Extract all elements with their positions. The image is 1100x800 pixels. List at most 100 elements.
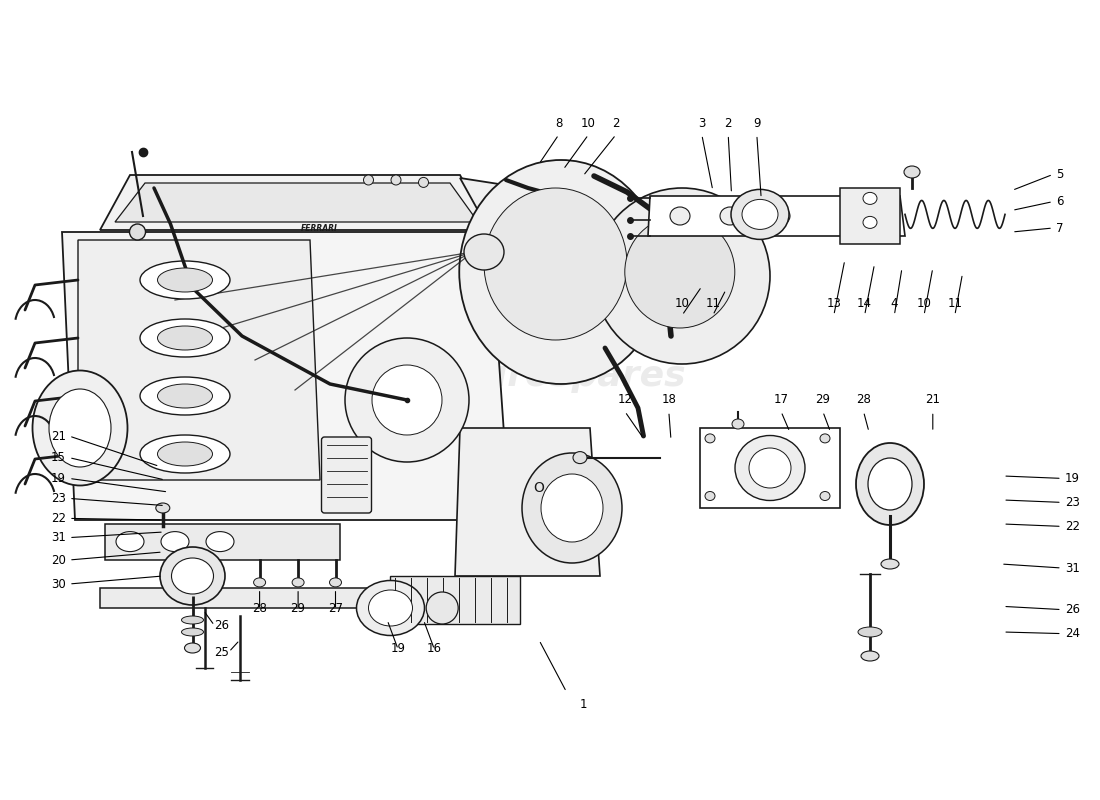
Ellipse shape (864, 217, 877, 229)
Text: 2: 2 (725, 117, 732, 130)
Text: 19: 19 (1065, 472, 1080, 485)
Text: 8: 8 (556, 117, 562, 130)
Text: 19: 19 (51, 472, 66, 485)
Ellipse shape (182, 616, 204, 624)
Text: 6: 6 (1056, 195, 1064, 208)
Text: 17: 17 (773, 394, 789, 406)
Ellipse shape (293, 578, 304, 587)
Ellipse shape (861, 651, 879, 661)
Ellipse shape (140, 319, 230, 357)
Text: 24: 24 (1065, 627, 1080, 640)
Ellipse shape (157, 384, 212, 408)
Ellipse shape (185, 643, 200, 653)
Text: 10: 10 (916, 298, 932, 310)
Ellipse shape (705, 491, 715, 501)
Polygon shape (455, 428, 600, 576)
Ellipse shape (33, 370, 128, 486)
Ellipse shape (140, 435, 230, 473)
Text: 3: 3 (698, 117, 705, 130)
Text: 4: 4 (891, 298, 898, 310)
Polygon shape (460, 178, 590, 248)
Ellipse shape (868, 458, 912, 510)
Ellipse shape (464, 234, 504, 270)
Polygon shape (104, 524, 340, 560)
Ellipse shape (157, 326, 212, 350)
Text: 14: 14 (857, 298, 872, 310)
Ellipse shape (705, 434, 715, 443)
Polygon shape (100, 588, 520, 608)
Ellipse shape (573, 451, 587, 463)
Text: 18: 18 (661, 394, 676, 406)
Ellipse shape (156, 503, 169, 513)
Ellipse shape (904, 166, 920, 178)
Text: 21: 21 (51, 430, 66, 442)
Text: 28: 28 (252, 602, 267, 614)
Ellipse shape (856, 443, 924, 525)
Ellipse shape (157, 268, 212, 292)
Text: 30: 30 (52, 578, 66, 590)
Ellipse shape (140, 377, 230, 415)
Polygon shape (700, 428, 840, 508)
Ellipse shape (363, 175, 374, 185)
Text: 29: 29 (815, 394, 830, 406)
Circle shape (345, 338, 469, 462)
Ellipse shape (820, 434, 830, 443)
Text: 25: 25 (213, 646, 229, 658)
Ellipse shape (116, 532, 144, 552)
Polygon shape (78, 240, 320, 480)
Text: 28: 28 (856, 394, 871, 406)
Ellipse shape (157, 442, 212, 466)
Ellipse shape (140, 261, 230, 299)
Ellipse shape (330, 578, 341, 587)
Polygon shape (62, 232, 510, 520)
Text: 15: 15 (51, 451, 66, 464)
Ellipse shape (742, 199, 778, 230)
Text: 31: 31 (51, 531, 66, 544)
Ellipse shape (50, 389, 111, 467)
Text: 16: 16 (427, 642, 442, 654)
Ellipse shape (625, 216, 735, 328)
Ellipse shape (732, 190, 789, 239)
Polygon shape (100, 175, 490, 230)
Ellipse shape (864, 192, 877, 204)
Text: 11: 11 (705, 298, 720, 310)
Text: 13: 13 (826, 298, 842, 310)
Text: 21: 21 (925, 394, 940, 406)
Text: 29: 29 (290, 602, 306, 614)
FancyBboxPatch shape (321, 437, 372, 513)
Text: eurospares: eurospares (117, 359, 345, 393)
Ellipse shape (161, 532, 189, 552)
Text: O: O (534, 481, 544, 495)
Text: 22: 22 (51, 512, 66, 525)
Text: eurospares: eurospares (458, 359, 686, 393)
Text: 2: 2 (613, 117, 619, 130)
Text: 5: 5 (1056, 168, 1064, 181)
Ellipse shape (881, 559, 899, 569)
Polygon shape (840, 188, 900, 244)
Ellipse shape (770, 207, 790, 225)
Ellipse shape (541, 474, 603, 542)
Circle shape (130, 224, 145, 240)
Ellipse shape (858, 627, 882, 637)
Text: 22: 22 (1065, 520, 1080, 533)
Ellipse shape (720, 207, 740, 225)
Text: 31: 31 (1065, 562, 1080, 574)
Ellipse shape (172, 558, 213, 594)
Text: 27: 27 (328, 602, 343, 614)
Text: FERRARI: FERRARI (300, 224, 338, 234)
Ellipse shape (390, 175, 402, 185)
Ellipse shape (182, 628, 204, 636)
Polygon shape (648, 196, 905, 236)
Polygon shape (116, 183, 478, 222)
Ellipse shape (735, 435, 805, 501)
Text: 1: 1 (580, 698, 586, 710)
Text: 19: 19 (390, 642, 406, 654)
Ellipse shape (749, 448, 791, 488)
Ellipse shape (160, 547, 226, 605)
Text: 20: 20 (51, 554, 66, 566)
Text: 9: 9 (754, 117, 760, 130)
Ellipse shape (522, 453, 622, 563)
Circle shape (426, 592, 459, 624)
Ellipse shape (594, 188, 770, 364)
Ellipse shape (732, 419, 744, 429)
